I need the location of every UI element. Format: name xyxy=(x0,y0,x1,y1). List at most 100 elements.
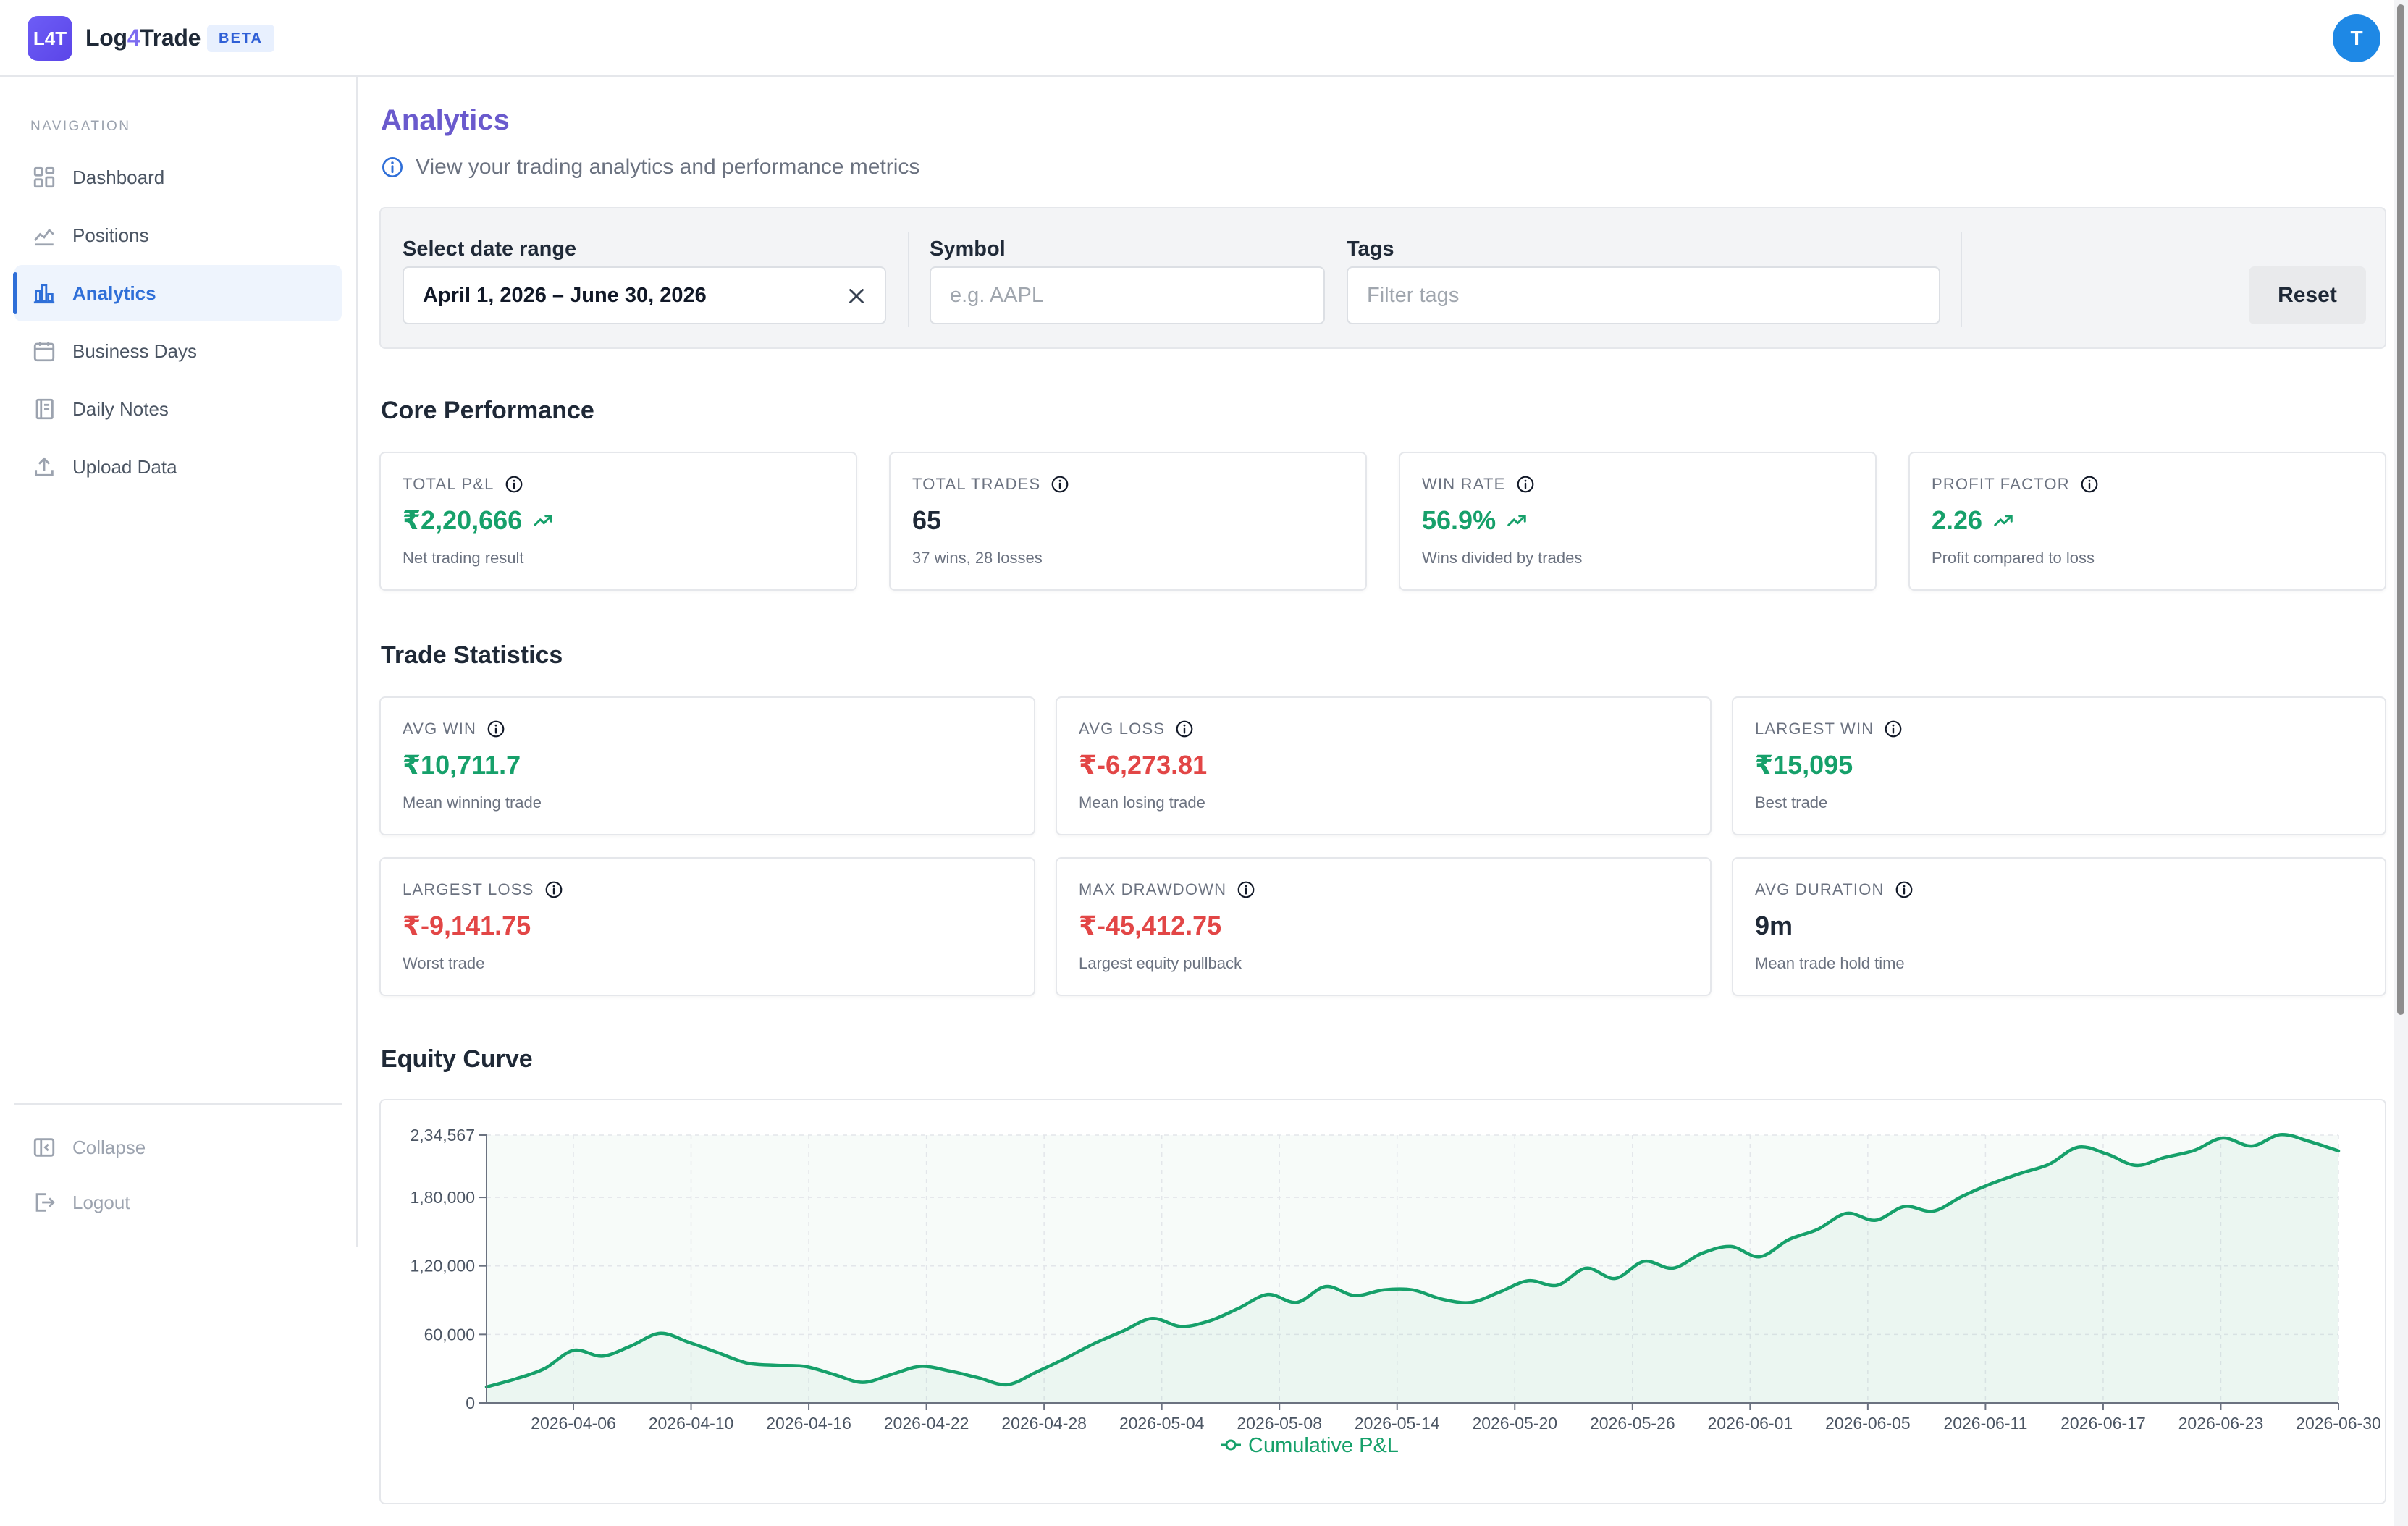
collapse-button[interactable]: Collapse xyxy=(14,1119,342,1176)
sidebar-item-label: Upload Data xyxy=(72,455,177,478)
y-tick-label: 1,20,000 xyxy=(410,1257,475,1276)
sidebar: NAVIGATION Dashboard Positions Analytics… xyxy=(0,77,358,1247)
x-tick-label: 2026-05-08 xyxy=(1237,1414,1322,1433)
filter-separator xyxy=(908,232,909,327)
user-avatar[interactable]: T xyxy=(2333,14,2380,62)
card-value: ₹10,711.7 xyxy=(403,750,521,780)
card-label: TOTAL P&L xyxy=(403,475,523,494)
info-icon[interactable] xyxy=(1237,880,1255,899)
card-value: ₹-45,412.75 xyxy=(1079,911,1222,940)
sidebar-item-label: Dashboard xyxy=(72,166,165,188)
largest-loss-card: LARGEST LOSS ₹-9,141.75 Worst trade xyxy=(379,857,1035,996)
sidebar-item-label: Daily Notes xyxy=(72,397,169,420)
card-label: LARGEST LOSS xyxy=(403,880,563,899)
info-icon[interactable] xyxy=(2080,475,2099,494)
y-tick-label: 0 xyxy=(466,1394,475,1412)
calendar-icon xyxy=(33,342,55,362)
largest-win-card: LARGEST WIN ₹15,095 Best trade xyxy=(1732,696,2386,835)
close-icon[interactable] xyxy=(844,284,869,308)
card-subtext: Mean trade hold time xyxy=(1755,954,1905,972)
x-tick-label: 2026-05-20 xyxy=(1472,1414,1557,1433)
info-icon[interactable] xyxy=(1051,475,1069,494)
top-header: L4T Log4Trade BETA T xyxy=(0,0,2408,77)
info-icon[interactable] xyxy=(544,880,563,899)
symbol-input[interactable]: e.g. AAPL xyxy=(930,266,1325,324)
upload-icon xyxy=(35,457,54,476)
date-range-input[interactable]: April 1, 2026 – June 30, 2026 xyxy=(403,266,886,324)
profit-factor-card: PROFIT FACTOR 2.26 Profit compared to lo… xyxy=(1908,452,2386,591)
grid-icon xyxy=(33,166,55,188)
total-trades-card: TOTAL TRADES 65 37 wins, 28 losses xyxy=(889,452,1367,591)
card-label: AVG DURATION xyxy=(1755,880,1914,899)
plot-background xyxy=(487,1135,2338,1403)
x-tick-label: 2026-06-23 xyxy=(2178,1414,2264,1433)
x-tick-label: 2026-04-16 xyxy=(766,1414,851,1433)
bar-chart-icon xyxy=(33,284,55,304)
card-subtext: Net trading result xyxy=(403,549,524,567)
card-subtext: Profit compared to loss xyxy=(1932,549,2095,567)
collapse-label: Collapse xyxy=(72,1136,146,1158)
x-tick-label: 2026-05-14 xyxy=(1355,1414,1440,1433)
card-value: ₹-9,141.75 xyxy=(403,911,531,940)
equity-line xyxy=(484,1133,2341,1389)
logout-icon xyxy=(35,1193,55,1212)
card-subtext: 37 wins, 28 losses xyxy=(912,549,1043,567)
tags-input[interactable]: Filter tags xyxy=(1347,266,1940,324)
symbol-label: Symbol xyxy=(930,237,1006,261)
info-icon[interactable] xyxy=(1884,720,1903,738)
sidebar-item-upload-data[interactable]: Upload Data xyxy=(14,439,342,495)
legend-marker xyxy=(1225,1439,1237,1451)
info-icon[interactable] xyxy=(1175,720,1194,738)
logout-button[interactable]: Logout xyxy=(14,1174,342,1231)
card-subtext: Mean winning trade xyxy=(403,793,542,812)
max-drawdown-card: MAX DRAWDOWN ₹-45,412.75 Largest equity … xyxy=(1056,857,1712,996)
sidebar-item-daily-notes[interactable]: Daily Notes xyxy=(14,381,342,437)
x-tick-label: 2026-04-28 xyxy=(1001,1414,1087,1433)
card-value: ₹2,20,666 xyxy=(403,505,554,536)
card-subtext: Mean losing trade xyxy=(1079,793,1205,812)
sidebar-item-positions[interactable]: Positions xyxy=(14,207,342,264)
scrollbar-thumb[interactable] xyxy=(2397,4,2404,1015)
symbol-placeholder: e.g. AAPL xyxy=(950,283,1043,307)
card-subtext: Wins divided by trades xyxy=(1422,549,1583,567)
app-logo[interactable]: L4T xyxy=(28,16,72,61)
x-tick-label: 2026-06-17 xyxy=(2060,1414,2146,1433)
sidebar-item-business-days[interactable]: Business Days xyxy=(14,323,342,379)
trade-statistics-title: Trade Statistics xyxy=(381,641,563,669)
trending-up-icon xyxy=(1507,515,1526,526)
trending-up-icon xyxy=(1994,515,2013,526)
date-range-label: Select date range xyxy=(403,237,577,261)
card-value: ₹15,095 xyxy=(1755,750,1853,780)
beta-badge: BETA xyxy=(207,25,274,52)
equity-chart-card: 0 60,000 1,20,000 1,80,000 2,34,567 2026-04-0… xyxy=(379,1099,2386,1504)
info-icon[interactable] xyxy=(1895,880,1914,899)
card-label: WIN RATE xyxy=(1422,475,1535,494)
avg-loss-card: AVG LOSS ₹-6,273.81 Mean losing trade xyxy=(1056,696,1712,835)
x-tick-label: 2026-06-01 xyxy=(1708,1414,1793,1433)
x-tick-label: 2026-05-26 xyxy=(1590,1414,1675,1433)
card-value: 56.9% xyxy=(1422,505,1528,536)
y-tick-label: 2,34,567 xyxy=(410,1126,475,1144)
sidebar-divider xyxy=(14,1103,342,1105)
sidebar-item-label: Positions xyxy=(72,224,149,246)
trending-up-icon xyxy=(534,515,552,526)
sidebar-item-dashboard[interactable]: Dashboard xyxy=(14,149,342,206)
page-title: Analytics xyxy=(381,104,510,136)
card-subtext: Worst trade xyxy=(403,954,485,972)
sidebar-item-analytics[interactable]: Analytics xyxy=(13,265,342,321)
info-icon[interactable] xyxy=(505,475,523,494)
card-label: PROFIT FACTOR xyxy=(1932,475,2099,494)
card-value: 65 xyxy=(912,505,942,535)
x-tick-label: 2026-06-11 xyxy=(1943,1414,2027,1433)
card-value: 2.26 xyxy=(1932,505,2014,536)
sidebar-item-label: Analytics xyxy=(72,282,156,304)
tags-placeholder: Filter tags xyxy=(1367,283,1460,307)
sidebar-item-label: Business Days xyxy=(72,340,197,362)
equity-curve-title: Equity Curve xyxy=(381,1045,533,1073)
legend-label: Cumulative P&L xyxy=(1248,1434,1399,1457)
info-icon[interactable] xyxy=(487,720,505,738)
info-icon[interactable] xyxy=(1516,475,1535,494)
subtitle-text: View your trading analytics and performa… xyxy=(416,155,920,179)
collapse-icon xyxy=(33,1138,55,1157)
reset-button[interactable]: Reset xyxy=(2249,266,2366,324)
